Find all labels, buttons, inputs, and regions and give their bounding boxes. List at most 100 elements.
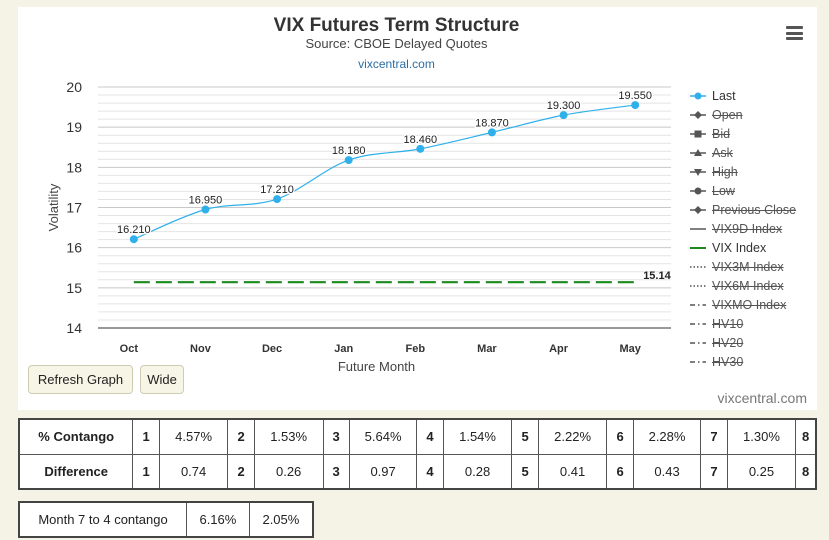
month-number-cell: 3 (322, 453, 350, 490)
month-number-cell: 2 (227, 453, 255, 490)
legend-label: Last (712, 88, 736, 103)
legend-label: VIX3M Index (712, 259, 784, 274)
y-tick-label: 18 (66, 159, 82, 175)
vix-index-label: 15.14 (643, 270, 671, 282)
refresh-graph-button[interactable]: Refresh Graph (28, 365, 133, 394)
chart-subtitle: Source: CBOE Delayed Quotes (305, 36, 488, 51)
month-number-cell: 8 (795, 453, 817, 490)
legend-item[interactable]: VIX3M Index (690, 257, 810, 276)
legend-symbol-icon (690, 265, 706, 268)
hamburger-menu-icon[interactable] (786, 26, 803, 40)
legend-item[interactable]: VIX6M Index (690, 276, 810, 295)
value-cell: 0.97 (348, 453, 418, 490)
value-cell: 5.64% (348, 418, 418, 455)
legend-item[interactable]: Previous Close (690, 200, 810, 219)
value-cell: 0.43 (632, 453, 702, 490)
month-number-cell: 6 (606, 453, 634, 490)
last-data-point (344, 156, 353, 165)
legend-label: HV30 (712, 354, 744, 369)
legend-item[interactable]: Open (690, 105, 810, 124)
month-number-cell: 6 (606, 418, 634, 455)
month-number-cell: 5 (511, 453, 539, 490)
x-tick-label: Nov (190, 343, 212, 355)
value-cell: 0.25 (726, 453, 797, 490)
legend-item[interactable]: VIXMO Index (690, 295, 810, 314)
last-data-point (129, 235, 138, 244)
last-data-label: 18.180 (332, 145, 366, 157)
x-tick-label: Mar (477, 343, 497, 355)
legend-item[interactable]: HV20 (690, 333, 810, 352)
table-row: % Contango 1 4.57% 2 1.53% 3 5.64% 4 1.54% 5 2.22%… (18, 418, 817, 455)
x-tick-label: Dec (262, 343, 282, 355)
month-number-cell: 3 (322, 418, 350, 455)
value-cell: 2.22% (537, 418, 608, 455)
month-number-cell: 1 (132, 418, 160, 455)
legend-item[interactable]: HV30 (690, 352, 810, 371)
value-cell: 1.54% (442, 418, 513, 455)
y-tick-label: 14 (66, 320, 82, 336)
last-data-point (273, 195, 282, 204)
legend-label: VIXMO Index (712, 297, 787, 312)
last-data-label: 18.460 (403, 134, 437, 146)
last-data-label: 16.950 (189, 195, 223, 207)
legend-item[interactable]: VIX Index (690, 238, 810, 257)
y-tick-label: 19 (66, 119, 82, 135)
legend-symbol-icon (690, 187, 706, 194)
legend-symbol-icon (690, 130, 706, 137)
chart-plot-area: 14 15 16 17 18 19 20 Oct Nov Dec Jan Feb Mar Apr May Fu… (46, 79, 672, 374)
month-number-cell: 2 (227, 418, 255, 455)
legend-symbol-icon (690, 322, 706, 325)
value-cell: 1.53% (253, 418, 324, 455)
value-cell: 0.28 (442, 453, 513, 490)
x-tick-label: Oct (120, 343, 139, 355)
value-cell: 0.41 (537, 453, 608, 490)
legend-label: VIX9D Index (712, 221, 783, 236)
last-series-line (133, 104, 636, 240)
last-data-label: 18.870 (475, 117, 509, 129)
legend-label: HV10 (712, 316, 744, 331)
x-tick-label: Apr (549, 343, 569, 355)
month-contango-value: 2.05% (248, 501, 314, 538)
value-cell: 0.74 (158, 453, 229, 490)
legend-item[interactable]: High (690, 162, 810, 181)
last-data-label: 17.210 (260, 184, 294, 196)
legend-label: Bid (712, 126, 731, 141)
legend-label: High (712, 164, 738, 179)
wide-button[interactable]: Wide (140, 365, 184, 394)
last-data-label: 19.550 (618, 90, 652, 102)
value-cell: 4.57% (158, 418, 229, 455)
y-axis-title: Volatility (46, 183, 61, 231)
legend-symbol-icon (690, 148, 706, 156)
legend-symbol-icon (690, 284, 706, 287)
legend-label: Ask (712, 145, 733, 160)
month-number-cell: 7 (700, 453, 728, 490)
chart-link[interactable]: vixcentral.com (358, 57, 435, 71)
legend-symbol-icon (690, 227, 706, 230)
legend-item[interactable]: Last (690, 86, 810, 105)
legend-item[interactable]: Bid (690, 124, 810, 143)
row-label: Difference (18, 453, 134, 490)
row-label: % Contango (18, 418, 134, 455)
legend-label: VIX Index (712, 240, 767, 255)
value-cell: 0.26 (253, 453, 324, 490)
legend-symbol-icon (690, 110, 706, 119)
legend-item[interactable]: Ask (690, 143, 810, 162)
legend-item[interactable]: VIX9D Index (690, 219, 810, 238)
month-number-cell: 5 (511, 418, 539, 455)
table-row: Difference 1 0.74 2 0.26 3 0.97 4 0.28 5 0.41 6 0.43… (18, 453, 817, 490)
legend-item[interactable]: HV10 (690, 314, 810, 333)
contango-table: % Contango 1 4.57% 2 1.53% 3 5.64% 4 1.54% 5 2.22%… (18, 418, 817, 490)
last-data-point (201, 205, 210, 214)
value-cell: 1.30% (726, 418, 797, 455)
legend-symbol-icon (690, 92, 706, 99)
y-tick-label: 16 (66, 240, 82, 256)
month-number-cell: 1 (132, 453, 160, 490)
legend-item[interactable]: Low (690, 181, 810, 200)
legend-symbol-icon (690, 205, 706, 214)
credits-link[interactable]: vixcentral.com (717, 390, 807, 406)
last-data-label: 19.300 (547, 100, 581, 112)
legend-symbol-icon (690, 360, 706, 363)
chart-container: 14 15 16 17 18 19 20 Oct Nov Dec Jan Feb Mar Apr May Fu… (18, 7, 817, 410)
x-axis-title: Future Month (338, 359, 415, 374)
x-tick-label: Jan (334, 343, 353, 355)
